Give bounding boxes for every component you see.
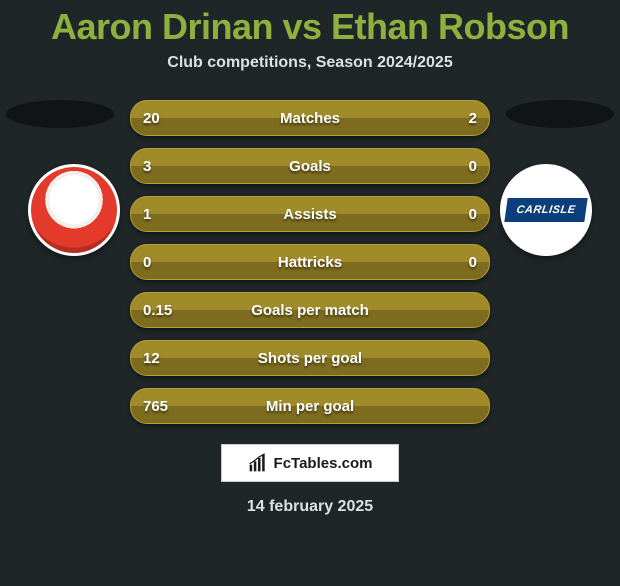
left-club-badge — [28, 164, 120, 256]
fctables-logo[interactable]: FcTables.com — [221, 444, 399, 482]
stat-bar-hattricks: 0 Hattricks 0 — [130, 244, 490, 280]
fctables-text: FcTables.com — [274, 455, 373, 472]
bar-chart-icon — [248, 453, 268, 473]
stat-value-left: 20 — [143, 110, 160, 127]
stat-value-right: 0 — [469, 158, 477, 175]
right-club-badge: CARLISLE — [500, 164, 592, 256]
stat-label: Assists — [131, 206, 489, 223]
stat-value-left: 1 — [143, 206, 151, 223]
stat-bar-goals-per-match: 0.15 Goals per match — [130, 292, 490, 328]
stat-label: Matches — [131, 110, 489, 127]
stat-value-right: 2 — [469, 110, 477, 127]
comparison-date: 14 february 2025 — [0, 498, 620, 516]
stat-value-left: 12 — [143, 350, 160, 367]
stat-bar-assists: 1 Assists 0 — [130, 196, 490, 232]
comparison-arena: CARLISLE 20 Matches 2 3 Goals 0 1 Assist… — [0, 100, 620, 424]
stat-value-right: 0 — [469, 206, 477, 223]
page-title: Aaron Drinan vs Ethan Robson — [0, 6, 620, 48]
stat-value-right: 0 — [469, 254, 477, 271]
stat-bar-matches: 20 Matches 2 — [130, 100, 490, 136]
stat-bar-goals: 3 Goals 0 — [130, 148, 490, 184]
stat-value-left: 0 — [143, 254, 151, 271]
stat-value-left: 765 — [143, 398, 168, 415]
stat-value-left: 0.15 — [143, 302, 172, 319]
left-shadow-ellipse — [6, 100, 114, 128]
right-club-label: CARLISLE — [504, 198, 587, 222]
stat-label: Min per goal — [131, 398, 489, 415]
stat-label: Goals — [131, 158, 489, 175]
page-subtitle: Club competitions, Season 2024/2025 — [0, 54, 620, 72]
stat-label: Hattricks — [131, 254, 489, 271]
stat-label: Goals per match — [131, 302, 489, 319]
stat-value-left: 3 — [143, 158, 151, 175]
stat-bar-shots-per-goal: 12 Shots per goal — [130, 340, 490, 376]
stat-label: Shots per goal — [131, 350, 489, 367]
right-shadow-ellipse — [506, 100, 614, 128]
stat-bars: 20 Matches 2 3 Goals 0 1 Assists 0 0 Hat… — [130, 100, 490, 424]
stat-bar-min-per-goal: 765 Min per goal — [130, 388, 490, 424]
